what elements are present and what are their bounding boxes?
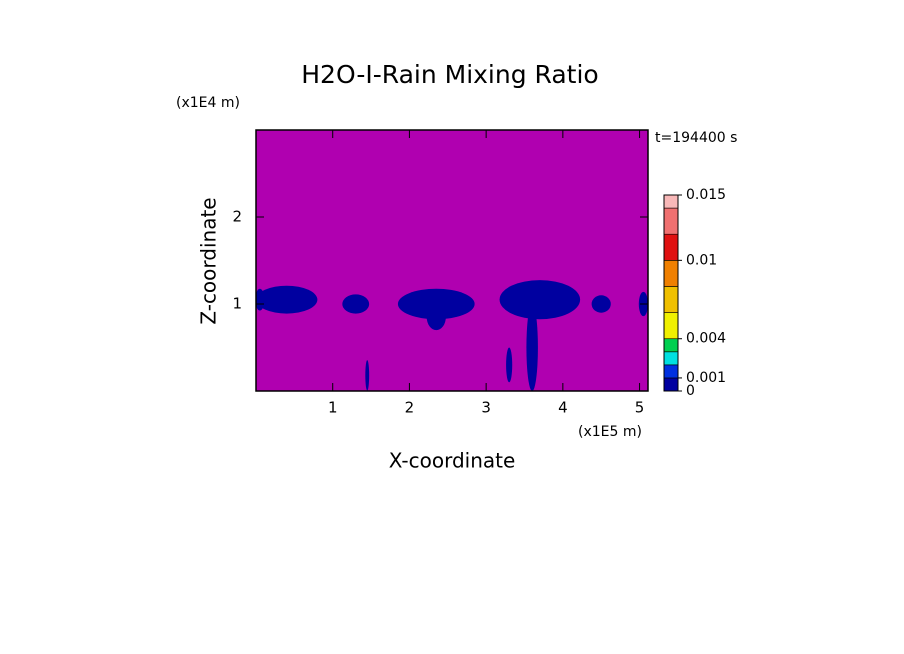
colorbar-segment — [663, 364, 679, 379]
colorbar-frame — [663, 194, 679, 392]
y-tick-label: 1 — [232, 295, 242, 313]
x-axis-label: X-coordinate — [389, 449, 516, 473]
x-unit-label: (x1E5 m) — [578, 424, 642, 440]
rain-region — [365, 360, 370, 391]
x-tick-label: 1 — [328, 399, 338, 417]
chart-title: H2O-I-Rain Mixing Ratio — [301, 60, 598, 89]
rain-region — [591, 295, 611, 313]
colorbar-segment — [663, 194, 679, 209]
plot-frame — [255, 129, 649, 392]
field-background — [256, 130, 648, 391]
colorbar-segment — [663, 351, 679, 366]
y-tick-label: 2 — [232, 208, 242, 226]
colorbar-tick-label: 0.004 — [686, 331, 726, 347]
x-tick-label: 5 — [635, 399, 645, 417]
rain-region — [426, 304, 446, 331]
rain-region — [256, 285, 318, 314]
rain-region — [256, 288, 265, 311]
colorbar-tick-label: 0.01 — [686, 252, 717, 268]
colorbar-segment — [663, 207, 679, 235]
x-tick-label: 2 — [405, 399, 415, 417]
colorbar-segment — [663, 233, 679, 261]
colorbar-segment — [663, 286, 679, 313]
rain-region — [342, 294, 370, 314]
rain-region — [526, 304, 538, 391]
colorbar-segment — [663, 377, 679, 392]
colorbar-segment — [663, 338, 679, 353]
rain-region — [506, 347, 513, 383]
y-axis-label: Z-coordinate — [197, 197, 221, 324]
colorbar-tick-label: 0 — [686, 383, 695, 399]
annotation: t=194400 s — [655, 130, 737, 146]
x-tick-label: 3 — [481, 399, 491, 417]
rain-region — [499, 280, 581, 320]
colorbar-segment — [663, 312, 679, 340]
colorbar-tick-label: 0.001 — [686, 370, 726, 386]
colorbar-tick-label: 0.015 — [686, 187, 726, 203]
colorbar-segment — [663, 260, 679, 287]
x-tick-label: 4 — [558, 399, 568, 417]
y-unit-label: (x1E4 m) — [176, 95, 240, 111]
